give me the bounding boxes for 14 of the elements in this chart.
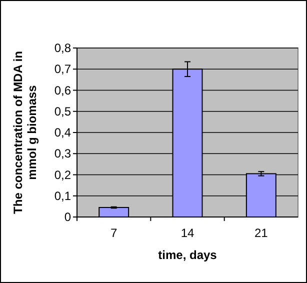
x-axis-title: time, days bbox=[158, 248, 218, 262]
x-tick-label: 14 bbox=[180, 226, 194, 240]
y-tick-label: 0 bbox=[64, 210, 72, 224]
x-tick-label: 21 bbox=[254, 226, 268, 240]
y-tick-label: 0,8 bbox=[54, 41, 72, 55]
y-axis-title: The concentration of MDA in mmol g biomass bbox=[11, 51, 39, 214]
y-tick-label: 0,3 bbox=[54, 146, 72, 161]
y-tick-label: 0,1 bbox=[54, 188, 72, 203]
y-tick-label: 0,6 bbox=[54, 83, 72, 98]
y-tick-label: 0,4 bbox=[54, 126, 72, 140]
y-tick-label: 0,2 bbox=[54, 168, 72, 182]
x-tick-label: 7 bbox=[110, 226, 118, 240]
y-tick-label: 0,7 bbox=[54, 62, 72, 76]
y-tick-label: 0,5 bbox=[54, 104, 72, 118]
